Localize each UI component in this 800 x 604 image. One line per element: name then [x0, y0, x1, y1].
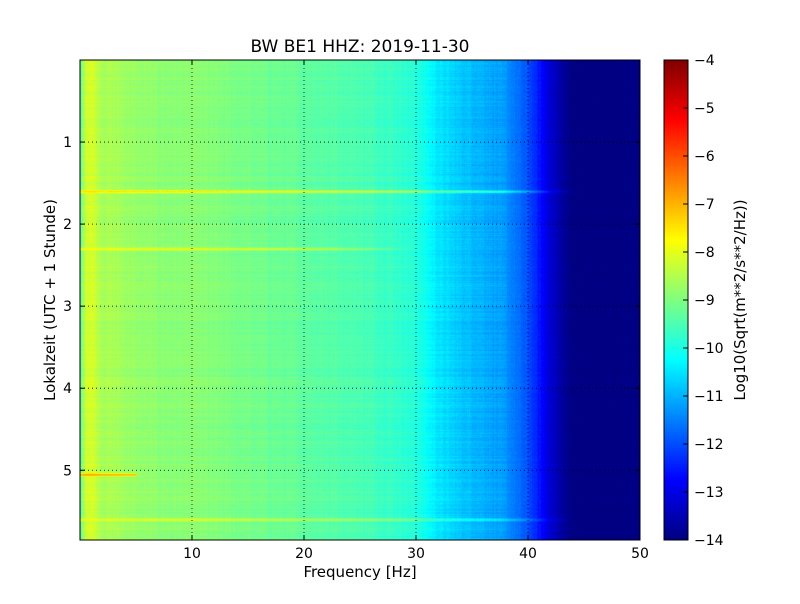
colorbar-label: Log10(Sqrt(m**2/s**2/Hz)) [731, 199, 749, 400]
y-axis-label: Lokalzeit (UTC + 1 Stunde) [41, 199, 59, 401]
y-tick-label: 5 [63, 463, 72, 479]
x-tick-label: 30 [407, 546, 425, 562]
colorbar-tick-label: −13 [694, 485, 724, 501]
colorbar-tick-label: −4 [694, 53, 715, 69]
colorbar-tick-label: −10 [694, 341, 724, 357]
axis-ticks: 10 20 30 40 50 1 2 3 4 5 [63, 60, 649, 562]
colorbar-tick-label: −8 [694, 245, 715, 261]
spectrogram-image [80, 60, 640, 540]
colorbar-tick-label: −5 [694, 101, 715, 117]
plot-frame [79, 59, 641, 541]
colorbar-tick-label: −7 [694, 197, 715, 213]
colorbar-tick-label: −14 [694, 533, 724, 549]
chart-title: BW BE1 HHZ: 2019-11-30 [250, 37, 469, 57]
x-axis-label: Frequency [Hz] [303, 563, 416, 581]
x-tick-label: 40 [519, 546, 537, 562]
grid-lines [80, 60, 640, 540]
x-tick-label: 50 [631, 546, 649, 562]
colorbar-ticks: −4 −5 −6 −7 −8 −9 −10 −11 −12 −13 −14 [683, 53, 724, 549]
y-tick-label: 2 [63, 217, 72, 233]
x-tick-label: 10 [183, 546, 201, 562]
y-tick-label: 1 [63, 135, 72, 151]
colorbar-tick-label: −12 [694, 437, 724, 453]
x-tick-label: 20 [295, 546, 313, 562]
y-tick-label: 3 [63, 299, 72, 315]
colorbar-tick-label: −6 [694, 149, 715, 165]
colorbar-tick-label: −9 [694, 293, 715, 309]
y-tick-label: 4 [63, 381, 72, 397]
colorbar-tick-label: −11 [694, 389, 724, 405]
